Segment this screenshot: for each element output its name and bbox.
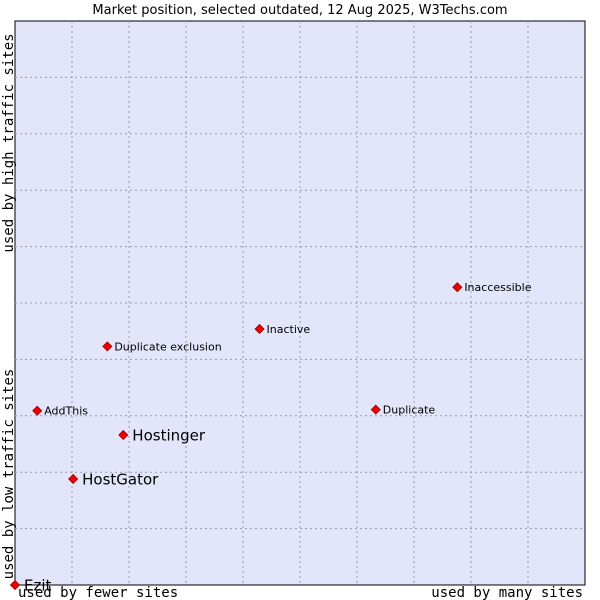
point-marker-hostgator (68, 473, 79, 485)
point-marker-inactive (254, 323, 265, 335)
grid-lines (15, 21, 585, 585)
point-marker-ezit (9, 579, 21, 591)
point-marker-hostinger (118, 429, 129, 441)
point-marker-duplicate-exclusion (102, 341, 113, 352)
data-points: Ezit HostGator Hostinger AddThis Duplicate Du… (9, 281, 532, 595)
point-label-hostinger: Hostinger (132, 426, 206, 444)
y-axis-low-label: used by low traffic sites (1, 369, 17, 580)
point-label-duplicate-exclusion: Duplicate exclusion (114, 340, 221, 353)
point-marker-duplicate (370, 404, 381, 415)
point-marker-inaccessible (452, 282, 463, 293)
point-marker-addthis (32, 405, 43, 416)
point-label-inaccessible: Inaccessible (464, 281, 531, 294)
point-label-inactive: Inactive (267, 323, 311, 336)
point-label-duplicate: Duplicate (383, 404, 436, 417)
chart-title: Market position, selected outdated, 12 A… (92, 3, 507, 18)
point-label-ezit: Ezit (24, 577, 52, 595)
point-label-addthis: AddThis (44, 405, 88, 418)
x-axis-high-label: used by many sites (431, 585, 583, 600)
x-axis-low-label: used by fewer sites (18, 585, 178, 600)
point-label-hostgator: HostGator (82, 470, 159, 488)
y-axis-high-label: used by high traffic sites (1, 33, 17, 252)
